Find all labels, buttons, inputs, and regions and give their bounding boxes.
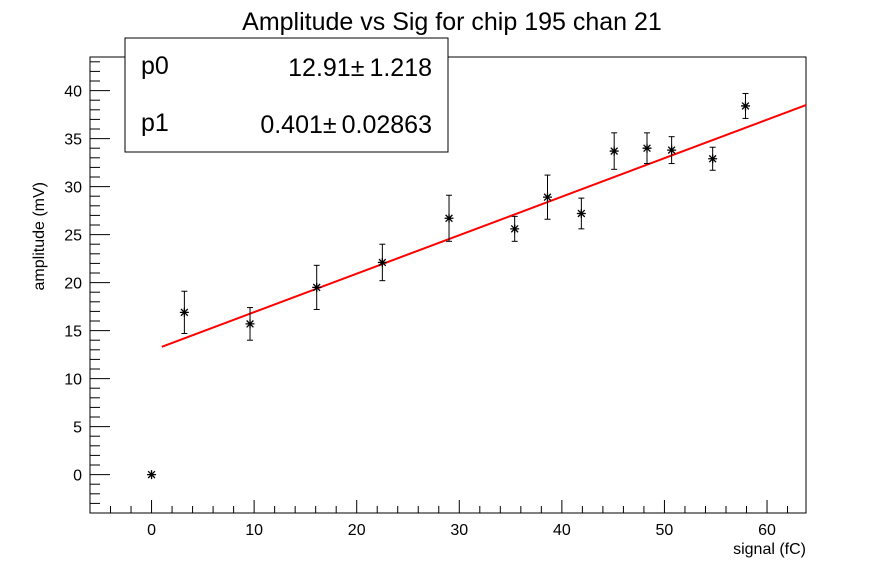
data-point [642,132,652,165]
stat-p0-pm: ± [351,54,365,82]
stat-p1-error: 0.02863 [342,111,432,139]
x-tick-label: 30 [450,522,468,539]
star-marker [147,470,157,480]
star-marker [708,154,718,164]
y-tick-label: 15 [64,324,82,341]
fit-line [161,104,807,348]
star-marker [609,146,619,156]
data-point [740,92,750,119]
data-point [444,194,454,242]
y-tick-label: 25 [64,228,82,245]
star-marker [576,208,586,218]
y-axis-label: amplitude (mV) [31,182,48,290]
star-marker [245,319,255,329]
star-marker [667,145,677,155]
data-point [147,470,157,480]
y-tick-label: 20 [64,276,82,293]
data-point [510,215,520,242]
data-point [179,290,189,334]
star-marker [543,192,553,202]
star-marker [179,307,189,317]
y-tick-label: 30 [64,180,82,197]
data-point [543,174,553,220]
fit-layer [161,104,807,348]
stat-p0-mean: 12.91 [288,54,351,82]
data-point [708,146,718,171]
stat-p0-name: p0 [141,52,169,80]
x-tick-label: 20 [348,522,366,539]
stat-p1-mean: 0.401 [260,111,323,139]
x-tick-label: 60 [758,522,776,539]
star-marker [740,101,750,111]
x-tick-label: 0 [147,522,156,539]
star-marker [444,213,454,223]
data-point [312,264,322,310]
x-tick-label: 40 [553,522,571,539]
x-tick-label: 10 [245,522,263,539]
y-tick-label: 40 [64,84,82,101]
stats-box-frame [124,37,449,153]
star-marker [510,224,520,234]
data-point [245,307,255,341]
data-point [667,136,677,165]
stat-p0-value: 12.91± 1.218 [288,54,432,82]
y-tick-label: 35 [64,132,82,149]
y-tick-label: 10 [64,372,82,389]
y-tick-label: 5 [73,420,82,437]
axes: 0 10 20 30 40 50 60 0 5 10 15 20 25 30 35 40 [64,61,789,539]
stats-box: p0 12.91± 1.218 p1 0.401± 0.02863 [124,37,449,153]
points-layer [147,92,750,480]
data-point [576,197,586,230]
star-marker [642,143,652,153]
star-marker [377,257,387,267]
stat-p1-pm: ± [323,111,337,139]
stat-p1-value: 0.401± 0.02863 [260,111,432,139]
y-tick-label: 0 [73,468,82,485]
star-marker [312,282,322,292]
x-tick-label: 50 [656,522,674,539]
data-point [377,243,387,282]
data-point [609,132,619,170]
chart-title: Amplitude vs Sig for chip 195 chan 21 [242,8,662,36]
x-axis-label: signal (fC) [733,541,806,558]
stat-p1-name: p1 [141,109,169,137]
stat-p0-error: 1.218 [369,54,432,82]
